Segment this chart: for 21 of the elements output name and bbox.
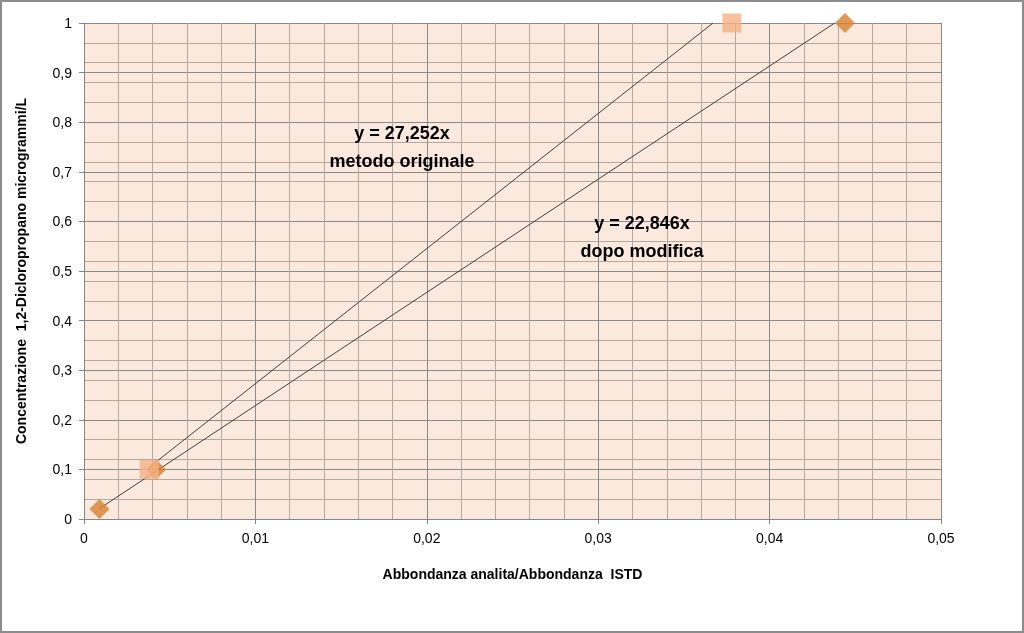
y-tick-label: 0,8 bbox=[52, 114, 73, 131]
annotation: y = 22,846x dopo modifica bbox=[580, 213, 705, 261]
y-tick-label: 0,1 bbox=[52, 461, 73, 478]
x-tick-label: 0,02 bbox=[413, 530, 441, 546]
x-tick-label: 0,05 bbox=[927, 530, 955, 546]
x-tick-label: 0 bbox=[80, 530, 89, 546]
y-tick-label: 0,9 bbox=[52, 64, 73, 81]
x-axis-title: Abbondanza analita/Abbondanza ISTD bbox=[382, 566, 643, 582]
y-tick-label: 0,7 bbox=[52, 163, 73, 180]
y-tick-label: 1 bbox=[64, 15, 73, 31]
x-tick-label: 0,03 bbox=[584, 530, 613, 546]
y-tick-label: 0,2 bbox=[52, 411, 73, 428]
y-tick-label: 0,3 bbox=[52, 362, 73, 379]
y-tick-label: 0,4 bbox=[52, 312, 73, 329]
y-tick-label: 0,5 bbox=[52, 263, 73, 279]
y-tick-label: 0,6 bbox=[52, 213, 73, 230]
annotation: y = 27,252x metodo originale bbox=[329, 123, 475, 171]
y-tick-label: 0 bbox=[64, 511, 73, 527]
x-tick-label: 0,01 bbox=[241, 530, 270, 546]
y-axis-title: Concentrazione 1,2-Dicloropropano microgrammi/L bbox=[13, 97, 29, 445]
x-tick-label: 0,04 bbox=[755, 530, 784, 546]
